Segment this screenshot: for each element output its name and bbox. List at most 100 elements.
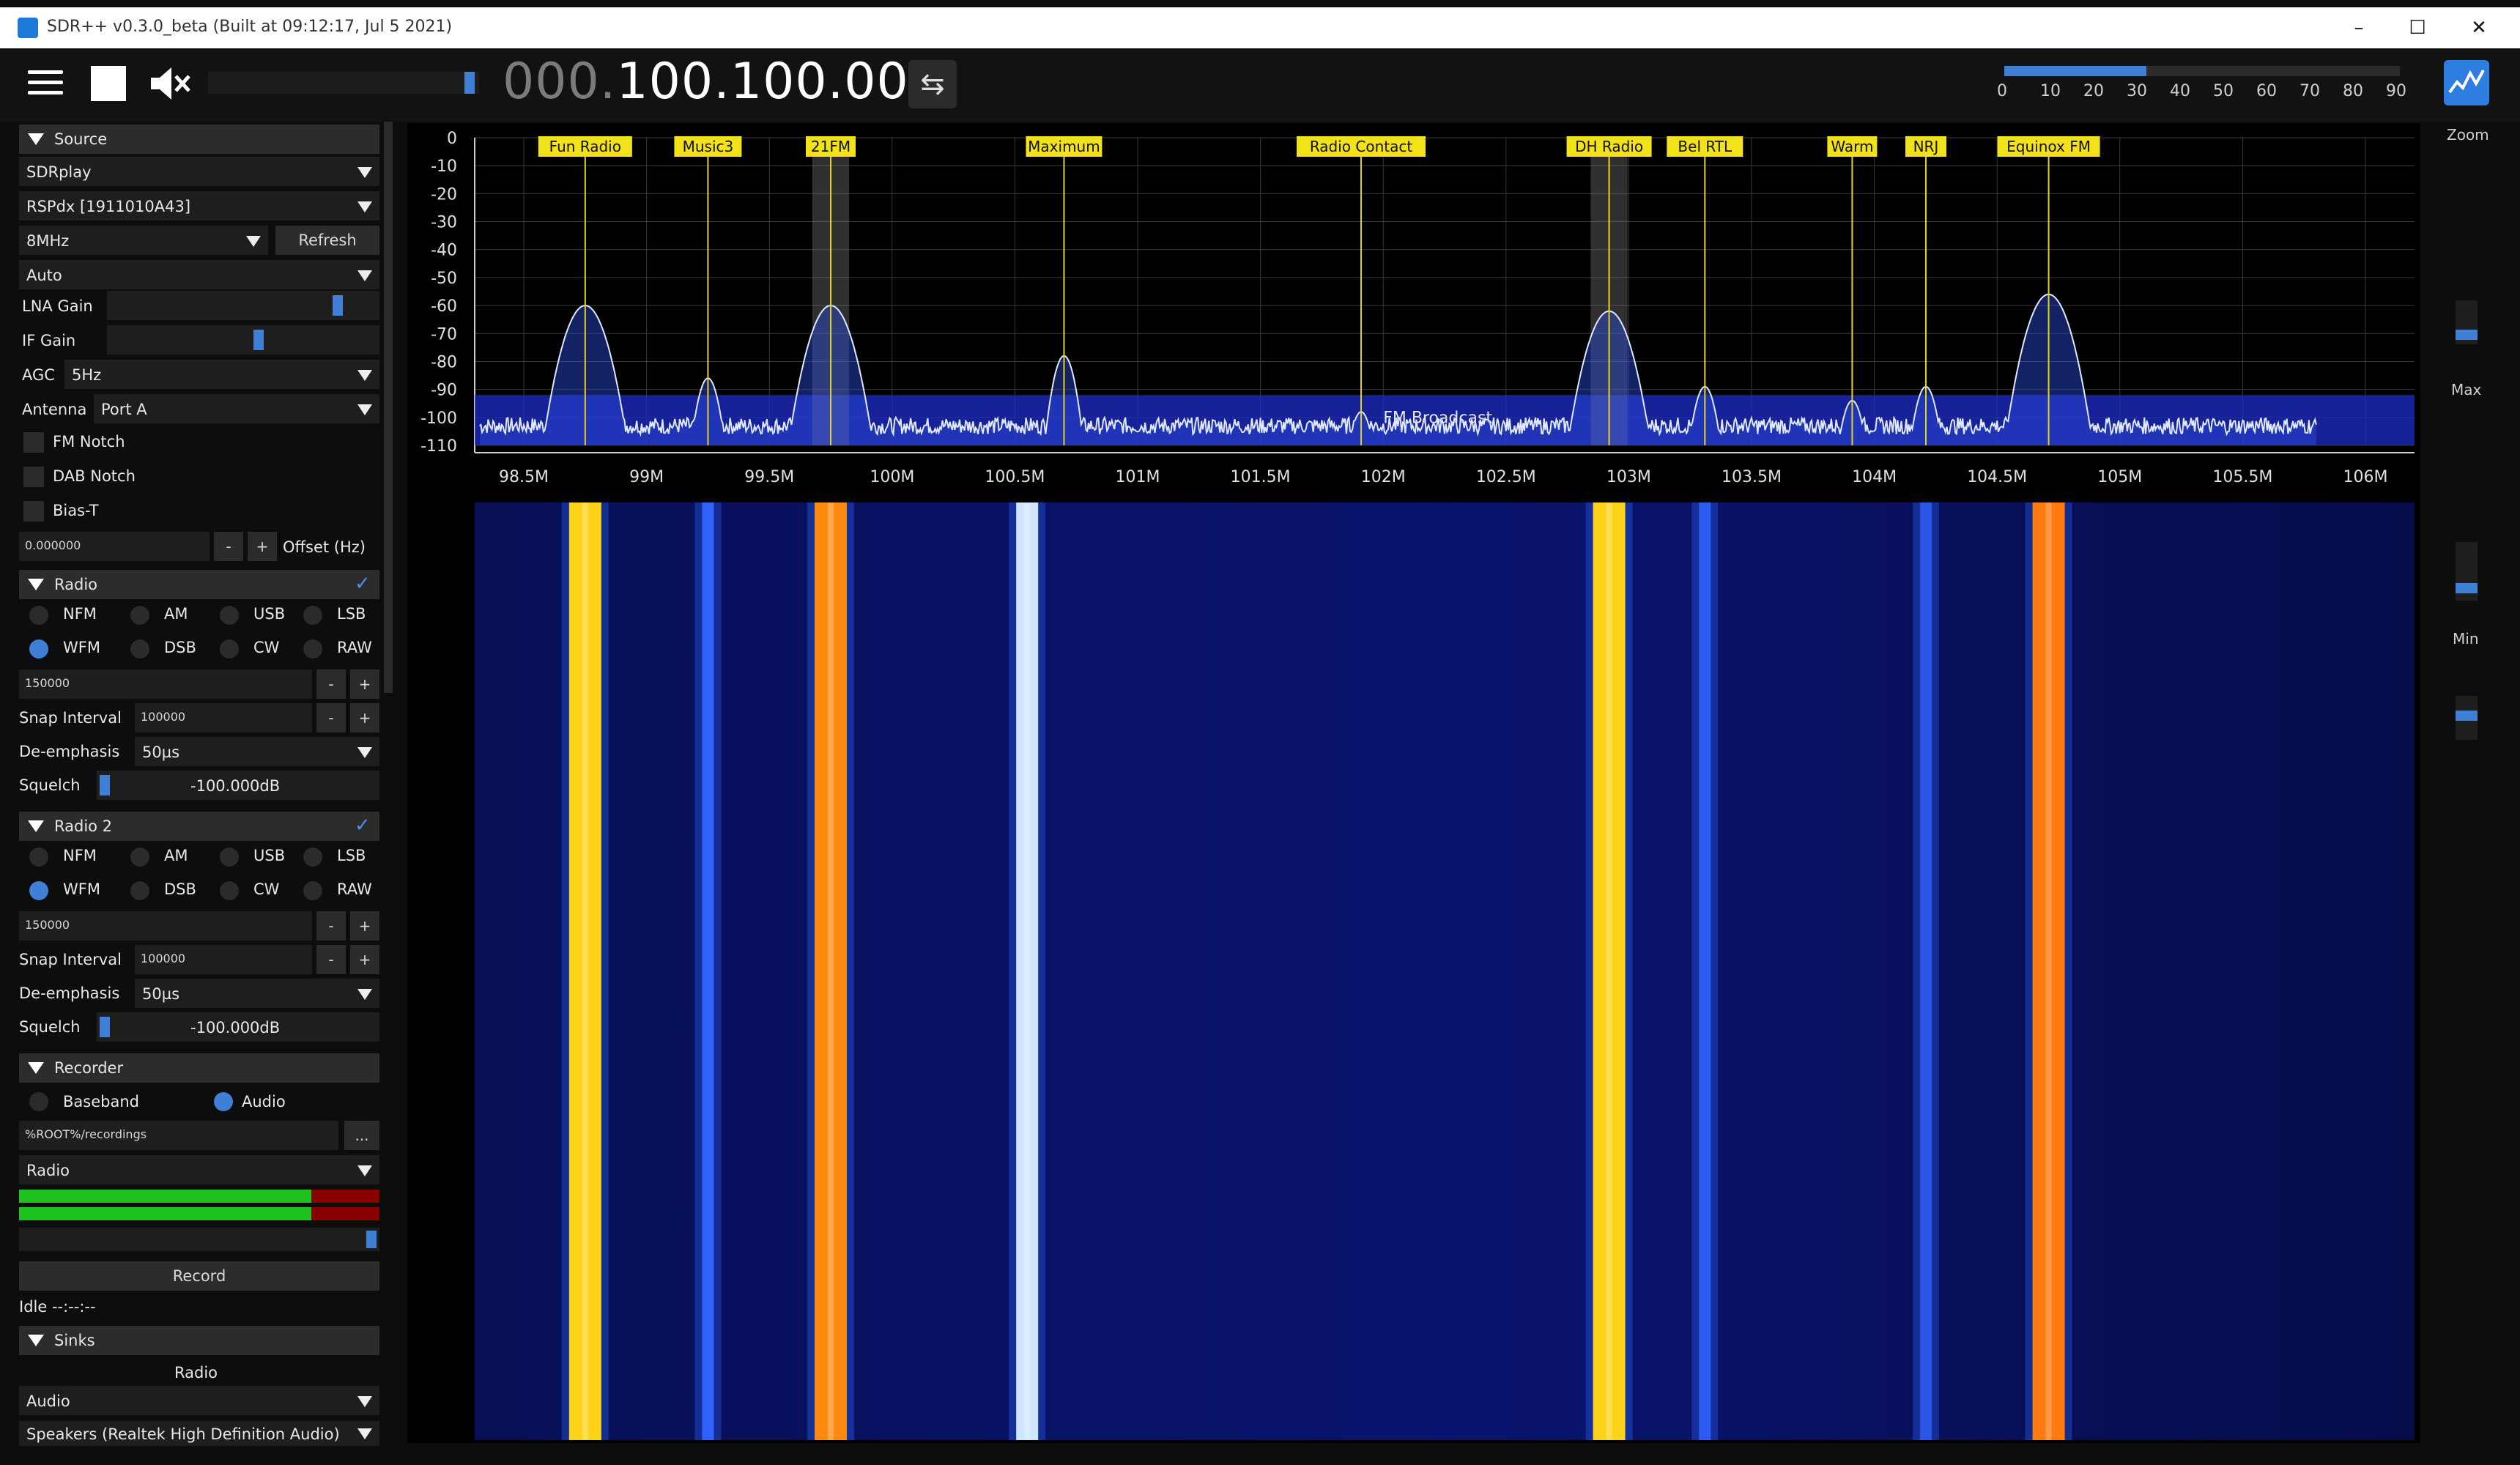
waterfall-background — [475, 502, 2415, 1440]
bandwidth-select[interactable]: Auto — [19, 260, 379, 289]
agc-select[interactable]: 5Hz — [64, 360, 379, 389]
radio2-bandwidth-decrement[interactable]: - — [316, 911, 346, 941]
swap-button[interactable]: ⇆ — [908, 60, 957, 108]
stream-select[interactable]: Radio — [19, 1155, 379, 1184]
station-label-box — [1667, 136, 1743, 157]
frequency-display[interactable]: 000.100.100.000 — [503, 53, 941, 111]
dab-notch-checkbox[interactable] — [23, 467, 44, 487]
volume-knob[interactable] — [464, 72, 475, 94]
zoom-slider[interactable] — [2456, 300, 2478, 344]
audio-device-select[interactable]: Speakers (Realtek High Definition Audio) — [19, 1421, 379, 1446]
y-tick-label: -80 — [431, 353, 457, 371]
fft-plot[interactable]: 0 -10 -20 -30 -40 -50 -60 -70 -80 -90 -100 -110 98.5… — [407, 123, 2420, 497]
zoom-knob[interactable] — [2456, 330, 2478, 340]
source-header[interactable]: Source — [19, 125, 379, 154]
offset-increment-button[interactable]: + — [248, 532, 277, 561]
recording-path-input[interactable]: %ROOT%/recordings — [19, 1121, 338, 1150]
snap-interval-input[interactable]: 100000 — [135, 945, 312, 974]
audio-radio[interactable] — [214, 1092, 233, 1111]
squelch-knob[interactable] — [100, 775, 110, 795]
radio-mode-usb-label: USB — [253, 605, 286, 623]
sinks-header[interactable]: Sinks — [19, 1326, 379, 1355]
source-type-select[interactable]: SDRplay — [19, 157, 379, 186]
x-tick-label: 102M — [1361, 468, 1406, 486]
antenna-label: Antenna — [22, 401, 87, 418]
snap-increment[interactable]: + — [350, 703, 379, 732]
device-select[interactable]: RSPdx [1911010A43] — [19, 191, 379, 220]
station-label: Equinox FM — [2006, 138, 2091, 155]
radio2-bandwidth-increment[interactable]: + — [350, 911, 379, 941]
fm-notch-checkbox[interactable] — [23, 432, 44, 453]
recording-volume-knob[interactable] — [366, 1231, 377, 1248]
snap-decrement[interactable]: - — [316, 945, 346, 974]
radio-mode-lsb-radio[interactable] — [303, 606, 322, 625]
radio2-mode-raw-radio[interactable] — [303, 881, 322, 900]
dropdown-arrow-icon — [357, 747, 372, 758]
if-gain-slider[interactable] — [107, 325, 379, 355]
radio-mode-usb-radio[interactable] — [220, 606, 239, 625]
deemphasis-select[interactable]: 50µs — [135, 979, 379, 1008]
sdrpp-logo-icon[interactable] — [2444, 60, 2489, 105]
snr-tick-label: 60 — [2256, 82, 2277, 100]
y-tick-label: -90 — [431, 382, 457, 400]
lna-gain-knob[interactable] — [332, 295, 343, 316]
radio-mode-dsb-radio[interactable] — [130, 639, 149, 659]
radio2-mode-wfm-radio[interactable] — [29, 881, 48, 900]
offset-input[interactable]: 0.000000 — [19, 532, 210, 561]
snr-tick-label: 70 — [2300, 82, 2320, 100]
waterfall[interactable] — [407, 497, 2420, 1443]
radio2-mode-dsb-radio[interactable] — [130, 881, 149, 900]
refresh-button[interactable]: Refresh — [275, 226, 379, 255]
squelch-knob[interactable] — [100, 1017, 110, 1037]
radio-mode-am-radio[interactable] — [130, 606, 149, 625]
snap-increment[interactable]: + — [350, 945, 379, 974]
enabled-check-icon[interactable]: ✓ — [355, 815, 371, 837]
if-gain-knob[interactable] — [253, 330, 264, 350]
min-slider[interactable] — [2456, 696, 2478, 740]
snr-meter — [2004, 66, 2400, 76]
radio-mode-cw-radio[interactable] — [220, 639, 239, 659]
baseband-radio[interactable] — [29, 1092, 48, 1111]
radio-bandwidth-decrement[interactable]: - — [316, 670, 346, 699]
menu-icon[interactable] — [28, 70, 63, 97]
maximize-button[interactable]: ☐ — [2409, 17, 2426, 39]
radio2-mode-lsb-radio[interactable] — [303, 848, 322, 867]
radio2-bandwidth-input[interactable]: 150000 — [19, 911, 312, 941]
volume-slider[interactable] — [208, 72, 479, 94]
lna-gain-slider[interactable] — [107, 291, 379, 320]
sink-type-select[interactable]: Audio — [19, 1386, 379, 1415]
radio2-header[interactable]: Radio 2 ✓ — [19, 812, 379, 841]
radio-bandwidth-input[interactable]: 150000 — [19, 670, 312, 699]
radio-mode-wfm-radio[interactable] — [29, 639, 48, 659]
record-button[interactable]: Record — [19, 1261, 379, 1291]
sidebar-scrollbar[interactable] — [384, 122, 393, 693]
recording-volume-slider[interactable] — [19, 1228, 379, 1251]
stop-button[interactable] — [91, 66, 126, 101]
snap-decrement[interactable]: - — [316, 703, 346, 732]
enabled-check-icon[interactable]: ✓ — [355, 573, 371, 595]
radio-bandwidth-increment[interactable]: + — [350, 670, 379, 699]
browse-button[interactable]: ... — [344, 1121, 379, 1150]
radio-mode-nfm-radio[interactable] — [29, 606, 48, 625]
max-slider[interactable] — [2456, 542, 2478, 601]
minimize-button[interactable]: – — [2354, 17, 2364, 39]
radio2-mode-cw-radio[interactable] — [220, 881, 239, 900]
mute-icon[interactable] — [147, 62, 193, 105]
max-knob[interactable] — [2456, 583, 2478, 593]
samplerate-select[interactable]: 8MHz — [19, 226, 268, 255]
radio2-mode-usb-radio[interactable] — [220, 848, 239, 867]
radio2-mode-am-radio[interactable] — [130, 848, 149, 867]
radio-header[interactable]: Radio ✓ — [19, 570, 379, 599]
antenna-select[interactable]: Port A — [94, 394, 379, 423]
radio2-mode-nfm-radio[interactable] — [29, 848, 48, 867]
offset-decrement-button[interactable]: - — [214, 532, 243, 561]
recorder-header[interactable]: Recorder — [19, 1053, 379, 1083]
deemphasis-select[interactable]: 50µs — [135, 737, 379, 766]
bias-t-checkbox[interactable] — [23, 501, 44, 522]
snap-interval-input[interactable]: 100000 — [135, 703, 312, 732]
close-button[interactable]: ✕ — [2471, 17, 2487, 39]
squelch-slider[interactable]: -100.000dB — [97, 1012, 379, 1042]
min-knob[interactable] — [2456, 711, 2478, 721]
squelch-slider[interactable]: -100.000dB — [97, 771, 379, 800]
radio-mode-raw-radio[interactable] — [303, 639, 322, 659]
